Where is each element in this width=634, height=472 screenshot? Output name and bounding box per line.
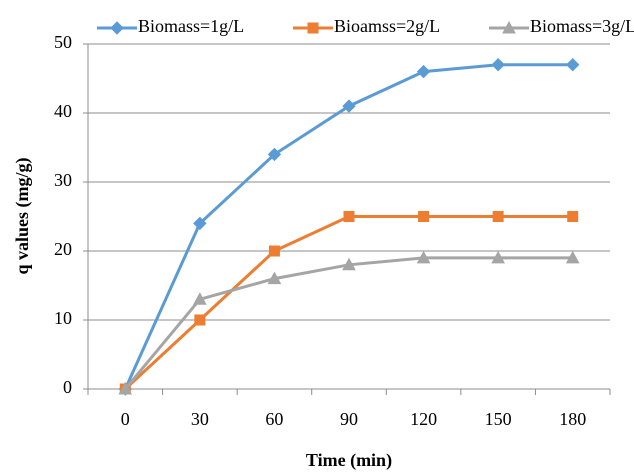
legend-label: Biomass=3g/L (530, 16, 634, 36)
data-point (492, 211, 504, 222)
data-point (342, 257, 356, 271)
x-tick-label: 180 (559, 409, 586, 429)
y-tick-label: 40 (54, 101, 72, 121)
data-point (267, 147, 282, 162)
data-point (491, 250, 505, 264)
y-tick-label: 20 (54, 239, 72, 259)
data-point (193, 216, 207, 231)
x-tick-label: 60 (265, 409, 283, 429)
data-point (418, 211, 430, 222)
data-point (268, 245, 280, 257)
x-tick-label: 120 (410, 409, 437, 429)
y-tick-label: 10 (54, 308, 72, 328)
y-tick-label: 50 (54, 32, 72, 52)
data-point (491, 57, 505, 72)
x-tick-label: 0 (121, 409, 130, 429)
series-line (124, 256, 573, 390)
data-point (267, 271, 282, 285)
x-tick-label: 150 (485, 409, 512, 429)
legend-label: Bioamss=2g/L (334, 16, 440, 36)
y-tick-label: 0 (63, 377, 72, 397)
data-point (194, 314, 206, 326)
x-tick-label: 30 (191, 409, 209, 429)
legend-marker (307, 22, 319, 34)
data-point (567, 211, 579, 222)
data-point (416, 250, 431, 264)
data-point (566, 57, 580, 72)
x-axis-label: Time (min) (306, 450, 392, 471)
legend-label: Biomass=1g/L (138, 16, 244, 36)
data-point (416, 64, 431, 79)
data-point (343, 211, 355, 222)
data-point (193, 292, 207, 305)
y-axis-label: q values (mg/g) (12, 157, 33, 274)
data-point (342, 99, 356, 113)
data-point (118, 381, 133, 395)
legend-marker (110, 21, 124, 35)
x-tick-label: 90 (340, 409, 358, 429)
data-point (565, 250, 580, 264)
legend-marker (502, 20, 516, 34)
y-tick-label: 30 (54, 170, 72, 190)
